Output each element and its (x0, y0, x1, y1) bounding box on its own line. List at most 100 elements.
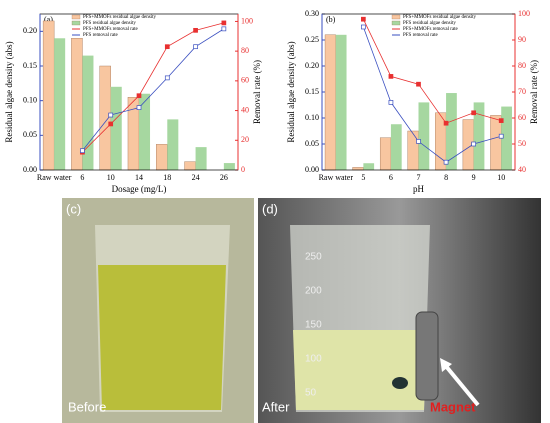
x-tick-label: 14 (135, 173, 143, 182)
legend-label: PFS+MMOFs removal rate (403, 27, 459, 32)
bar (167, 119, 179, 170)
marker (108, 121, 114, 127)
marker (498, 118, 504, 123)
caption: Before (68, 399, 106, 414)
panel-label: (a) (44, 15, 53, 24)
x-tick-label: Raw water (319, 173, 354, 182)
y-tick-label: 0.15 (305, 87, 319, 96)
y-tick-label: 0.00 (305, 165, 319, 174)
legend-swatch (71, 14, 81, 20)
legend-label: PFS residual algae density (83, 21, 136, 26)
marker (416, 81, 421, 87)
marker (361, 24, 366, 30)
liquid (293, 330, 427, 410)
x-tick-label: 7 (417, 173, 421, 182)
y2-tick-label: 100 (518, 9, 530, 18)
bar (501, 106, 512, 170)
scale-label: 150 (305, 320, 322, 331)
y2-tick-label: 60 (518, 113, 526, 122)
bar (99, 65, 111, 171)
y2-tick-label: 40 (241, 105, 249, 114)
arrow (443, 363, 480, 407)
x-tick-label: 26 (220, 173, 228, 182)
bar (42, 20, 55, 171)
marker (443, 159, 449, 165)
legend-label: PFS+MMOFs residual algae density (83, 15, 156, 20)
marker (498, 133, 504, 139)
y2-tick-label: 80 (518, 61, 526, 70)
bar (54, 38, 66, 171)
scale-label: 50 (305, 388, 317, 399)
x-axis-title: Dosage (mg/L) (112, 184, 167, 194)
x-axis-title: pH (413, 184, 425, 194)
marker (416, 139, 421, 144)
photo-d: (d) After Magnet (258, 198, 541, 423)
bar (407, 130, 419, 171)
y-tick-label: 0.00 (23, 165, 37, 174)
y-tick-label: 0.30 (305, 9, 319, 18)
marker (471, 110, 476, 116)
x-tick-label: Raw water (37, 173, 72, 182)
bar (82, 55, 94, 170)
line (362, 19, 502, 124)
marker (388, 74, 394, 79)
legend-label: PFS removal rate (83, 33, 118, 38)
marker (221, 26, 227, 32)
x-tick-label: 6 (80, 173, 84, 182)
y-tick-label: 0.10 (305, 113, 319, 122)
x-tick-label: 10 (107, 173, 115, 182)
bar (223, 163, 235, 170)
y-tick-label: 0.05 (305, 139, 319, 148)
line (82, 28, 225, 151)
legend-label: PFS+MMOFs removal rate (83, 27, 139, 32)
y-tick-label: 0.10 (23, 95, 37, 104)
x-tick-label: 18 (163, 173, 171, 182)
y-tick-label: 0.05 (23, 130, 37, 139)
bar (363, 163, 375, 170)
marker (164, 75, 170, 81)
x-tick-label: 10 (497, 173, 505, 182)
y-axis-title: Residual algae density (abs) (4, 41, 14, 142)
y2-axis-title: Removal rate (%) (529, 60, 539, 124)
bar (390, 124, 402, 170)
magnet-label: Magnet (430, 399, 476, 414)
marker (80, 148, 85, 154)
y2-tick-label: 40 (518, 165, 526, 174)
y2-tick-label: 0 (241, 165, 245, 174)
bar (352, 167, 364, 171)
marker (193, 44, 198, 50)
bar (335, 34, 347, 170)
y2-tick-label: 100 (241, 16, 253, 25)
bar (446, 93, 457, 170)
magnet-shape (415, 311, 439, 401)
marker (388, 100, 394, 105)
bar (473, 102, 485, 170)
y2-tick-label: 20 (241, 135, 249, 144)
panel-label: (c) (66, 201, 81, 216)
bar (110, 86, 122, 170)
scale-label: 200 (305, 286, 322, 297)
line (362, 26, 502, 163)
bar (490, 115, 502, 171)
bar (195, 147, 207, 170)
legend-label: PFS residual algae density (403, 21, 456, 26)
legend-swatch (391, 14, 401, 20)
y2-tick-label: 70 (518, 87, 526, 96)
x-tick-label: 5 (361, 173, 365, 182)
x-tick-label: 6 (389, 173, 393, 182)
y2-tick-label: 90 (518, 35, 526, 44)
bar (156, 144, 168, 171)
photo-c: (c) Before (62, 198, 254, 423)
liquid (98, 265, 226, 410)
arrow-head (440, 358, 452, 372)
y-tick-label: 0.20 (305, 61, 319, 70)
legend-swatch (391, 20, 401, 26)
residue (392, 377, 408, 389)
y-axis-title: Residual algae density (abs) (286, 41, 296, 142)
legend-label: PFS+MMOFs residual algae density (403, 15, 476, 20)
y2-tick-label: 80 (241, 46, 249, 55)
y-tick-label: 0.15 (23, 61, 37, 70)
panel-label: (d) (262, 201, 278, 216)
bar (324, 34, 336, 171)
